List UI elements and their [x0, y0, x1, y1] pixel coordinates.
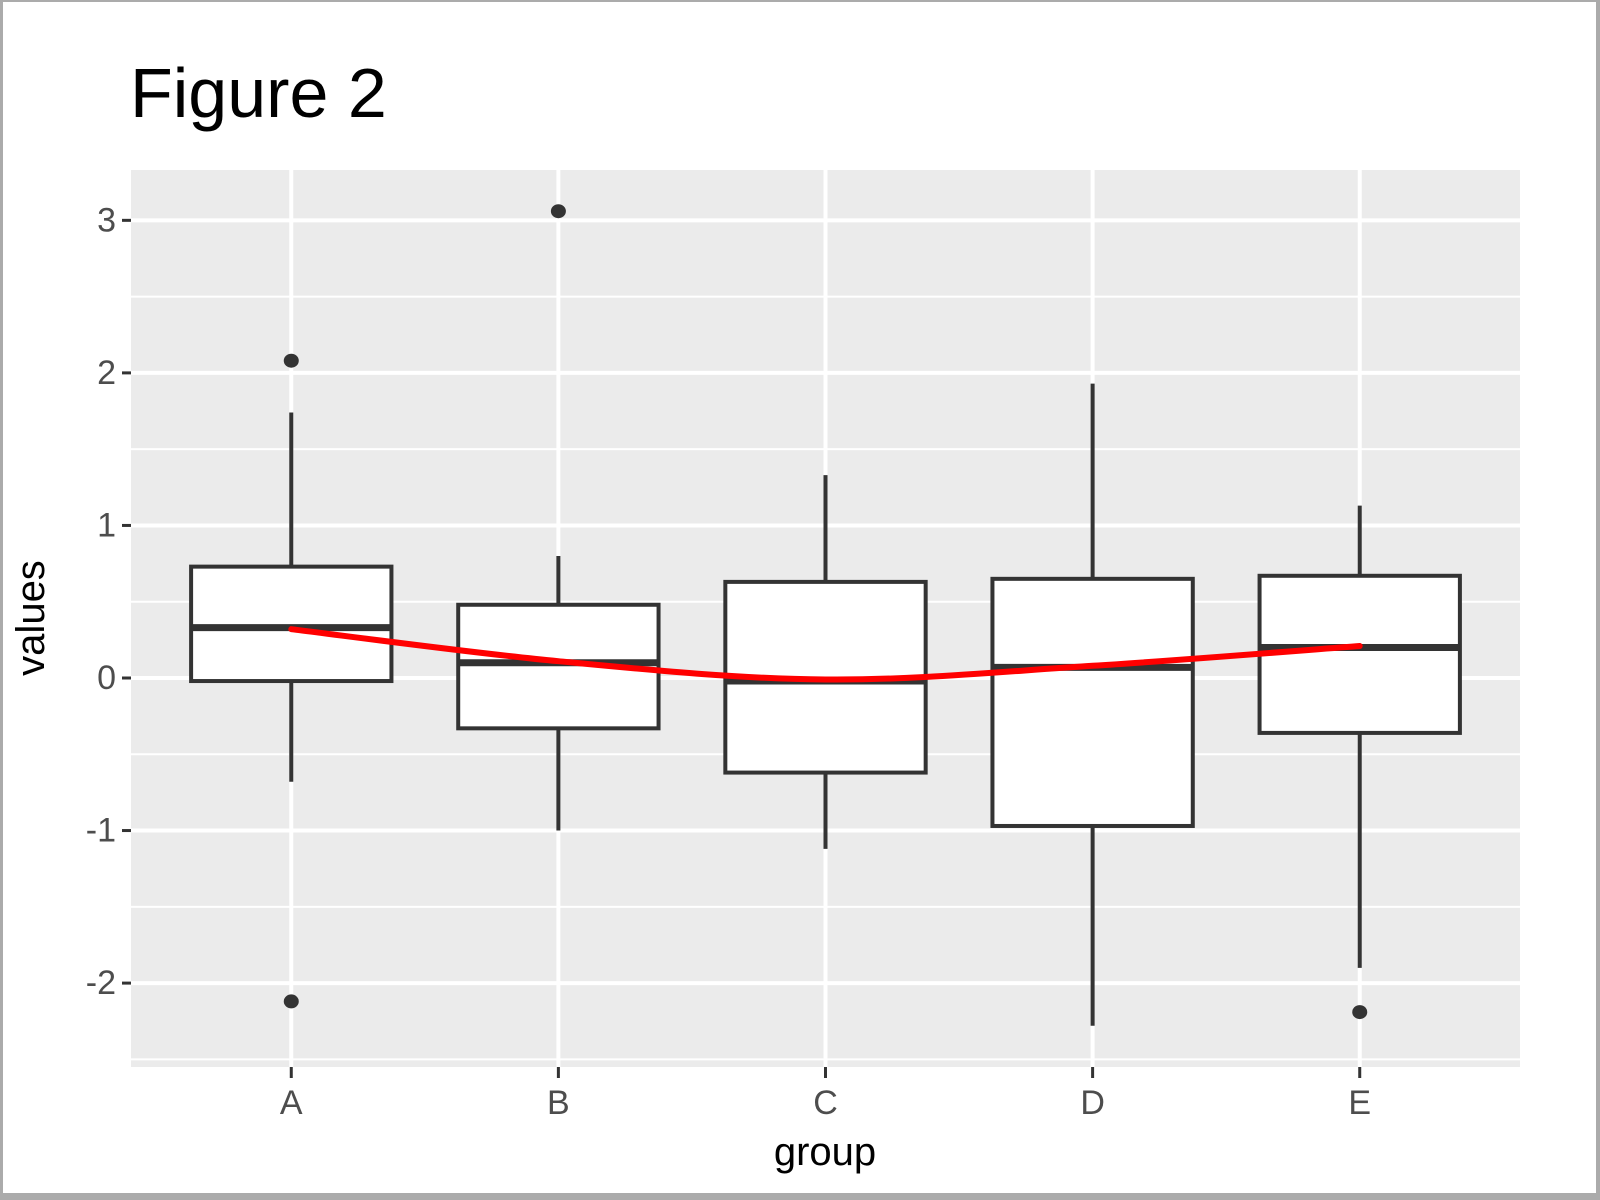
y-tick-label: -1 — [86, 812, 116, 850]
x-tick-label: C — [813, 1084, 838, 1122]
y-tick-label: -2 — [86, 964, 116, 1002]
x-tick-label: B — [547, 1084, 570, 1122]
y-axis-title: values — [9, 560, 53, 676]
x-tick-label: E — [1348, 1084, 1371, 1122]
outlier-point-A — [283, 994, 299, 1009]
boxplot-box-A — [189, 564, 394, 684]
plot-title: Figure 2 — [130, 54, 387, 132]
boxplot-chart: 3 2 1 0 -1 -2 A B C D E Figure 2 values group — [9, 54, 1520, 1174]
outlier-point-E — [1352, 1005, 1368, 1020]
axis-layer: 3 2 1 0 -1 -2 A B C D E — [86, 201, 1371, 1122]
outlier-point-B — [550, 204, 566, 219]
x-tick-label: D — [1080, 1084, 1105, 1122]
y-tick-label: 1 — [97, 506, 116, 544]
y-tick-label: 0 — [97, 659, 116, 697]
boxplot-box-E — [1257, 573, 1462, 735]
y-tick-label: 2 — [97, 354, 116, 392]
smooth-trend-line — [288, 626, 1363, 683]
smooth-line-layer — [288, 626, 1363, 683]
x-tick-label: A — [280, 1084, 303, 1122]
outlier-point-A — [283, 353, 299, 368]
x-axis-title: group — [774, 1130, 876, 1174]
y-tick-label: 3 — [97, 201, 116, 239]
boxplot-box-D — [990, 576, 1195, 828]
